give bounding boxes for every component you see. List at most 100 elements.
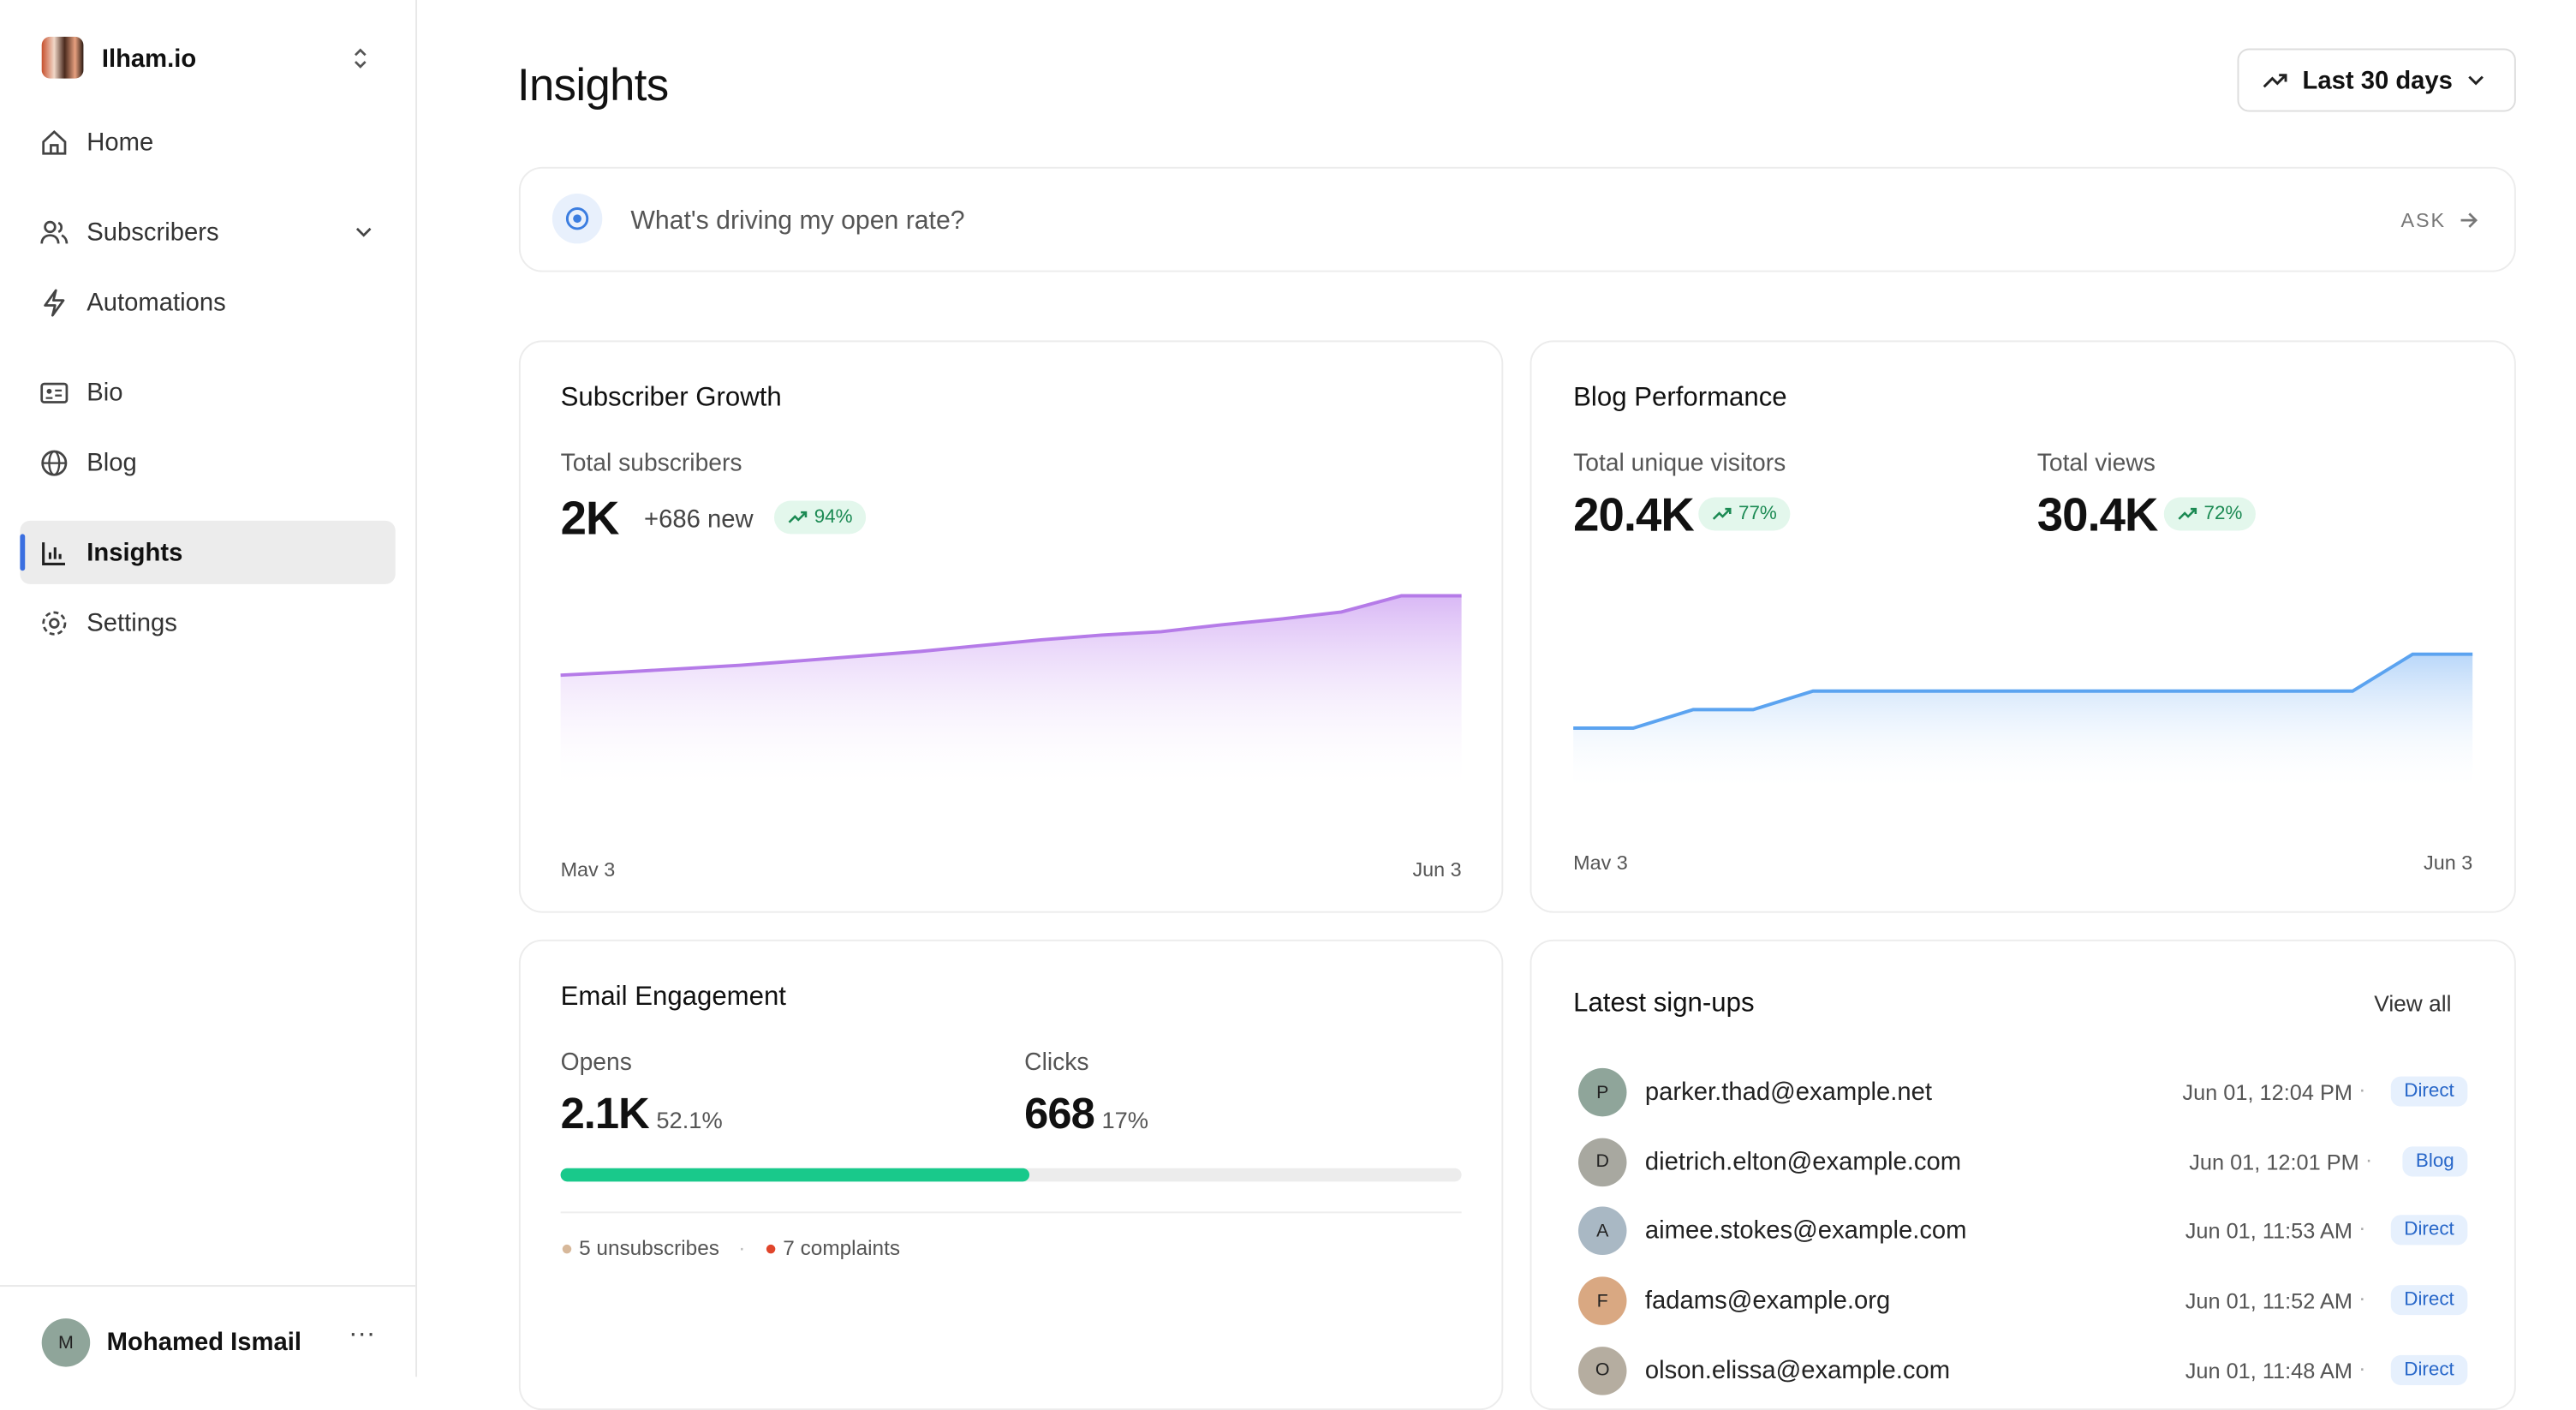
nav-item[interactable]: Bio <box>20 361 395 424</box>
separator: · <box>2358 1354 2366 1380</box>
arrow <box>2460 212 2478 228</box>
sidebar: Ilham.io Home Subscribers Automations Bi… <box>0 0 418 1377</box>
metric-value: 668 <box>1024 1088 1095 1138</box>
source-tag: Direct <box>2390 1285 2468 1316</box>
workspace-switch[interactable] <box>349 45 372 72</box>
card-title: Subscriber Growth <box>560 384 782 413</box>
footnote: 5 unsubscribes <box>579 1236 719 1260</box>
x-tick-label: Mav 3 <box>1573 851 1628 874</box>
page: Ilham.io Home Subscribers Automations Bi… <box>0 0 2516 1410</box>
metric: 2.1K 52.1% <box>561 1088 723 1139</box>
icon <box>42 541 65 565</box>
ask-icon <box>552 193 603 244</box>
metric-label: Total unique visitors <box>1573 451 1786 478</box>
nav-label: Subscribers <box>86 218 219 247</box>
nav-label: Home <box>86 128 154 157</box>
nav-label: Automations <box>86 288 226 317</box>
x-tick-label: Jun 3 <box>2424 851 2472 874</box>
nav-label: Settings <box>86 608 177 637</box>
metric: 668 17% <box>1024 1088 1148 1139</box>
date-range-button[interactable]: Last 30 days <box>2237 48 2516 112</box>
nav-label: Insights <box>86 538 183 567</box>
separator: · <box>2358 1076 2366 1102</box>
icon <box>42 129 67 154</box>
metric-value: 2.1K <box>560 1088 650 1138</box>
x-tick-label: Jun 3 <box>1412 858 1461 881</box>
signup-date: Jun 01, 11:53 AM <box>2185 1218 2352 1245</box>
date-range-label: Last 30 days <box>2302 66 2453 96</box>
email[interactable]: fadams@example.org <box>1644 1287 1891 1316</box>
source-tag: Blog <box>2402 1145 2468 1176</box>
nav-item[interactable]: Home <box>20 111 395 174</box>
user-name[interactable]: Mohamed Ismail <box>106 1328 302 1357</box>
footnote: 7 complaints <box>783 1236 901 1260</box>
progress-track <box>560 1168 1462 1182</box>
metric-rate: 17% <box>1101 1106 1149 1133</box>
source-tag: Direct <box>2390 1216 2468 1246</box>
avatar: F <box>1577 1276 1627 1326</box>
change-value: 77% <box>1738 504 1777 524</box>
change-value: 94% <box>814 507 853 528</box>
icon <box>2263 74 2287 88</box>
user-menu[interactable]: ··· <box>349 1320 376 1349</box>
metric-value: 2K <box>560 492 620 545</box>
icon <box>40 219 69 243</box>
nav-label: Blog <box>86 448 137 477</box>
avatar: D <box>1577 1138 1627 1186</box>
card-title: Blog Performance <box>1573 384 1787 413</box>
change-value: 72% <box>2203 504 2243 524</box>
signup-date: Jun 01, 12:01 PM <box>2189 1149 2359 1174</box>
email[interactable]: aimee.stokes@example.com <box>1644 1216 1967 1246</box>
avatar: P <box>1577 1067 1627 1117</box>
area-fill <box>1573 654 2473 793</box>
ask-box[interactable]: What's driving my open rate? ASK <box>518 166 2516 272</box>
metric-label: Clicks <box>1024 1049 1089 1077</box>
chevron <box>2468 75 2484 86</box>
signup-date: Jun 01, 11:52 AM <box>2185 1288 2352 1314</box>
progress-fill <box>560 1168 1030 1182</box>
separator: · <box>2358 1285 2366 1311</box>
source-tag: Direct <box>2390 1076 2468 1107</box>
page-title: Insights <box>516 60 669 111</box>
metric-label: Opens <box>560 1049 632 1077</box>
email[interactable]: dietrich.elton@example.com <box>1644 1147 1962 1176</box>
icon <box>42 610 67 635</box>
workspace-name[interactable]: Ilham.io <box>101 45 197 74</box>
metric-rate: 52.1% <box>656 1106 723 1133</box>
icon <box>40 381 69 403</box>
nav-item[interactable]: Subscribers <box>20 200 395 264</box>
card-title: Latest sign-ups <box>1573 989 1755 1019</box>
metric-value: 20.4K <box>1573 488 1695 541</box>
icon <box>44 288 65 316</box>
change-pill: 77% <box>1698 497 1791 531</box>
divider <box>560 1211 1462 1214</box>
nav-label: Bio <box>86 378 123 407</box>
area-fill <box>560 595 1462 793</box>
user-avatar: M <box>41 1318 91 1367</box>
metric-new: +686 new <box>644 505 754 535</box>
nav-item[interactable]: Blog <box>20 431 395 494</box>
metric-label: Total views <box>2036 451 2156 478</box>
nav-item[interactable]: Settings <box>20 591 395 654</box>
ask-button[interactable]: ASK <box>2400 208 2447 232</box>
view-all-link[interactable]: View all <box>2374 991 2452 1017</box>
change-pill: 94% <box>773 500 867 535</box>
metric-value: 30.4K <box>2036 488 2159 541</box>
email[interactable]: parker.thad@example.net <box>1644 1078 1933 1107</box>
icon <box>41 449 68 475</box>
charts: Mav 3 Jun 3 Mav 3 Jun 3 <box>560 594 2473 881</box>
workspace-logo <box>41 36 84 79</box>
nav-item-active[interactable]: Insights <box>20 520 396 584</box>
metric-label: Total subscribers <box>560 451 742 478</box>
email-engagement-card: Email Engagement Opens 2.1K 52.1% Clicks… <box>518 939 1504 1410</box>
chevron <box>355 227 372 237</box>
card-title: Email Engagement <box>560 983 786 1012</box>
nav-item[interactable]: Automations <box>20 271 395 334</box>
avatar: A <box>1577 1207 1627 1256</box>
signup-date: Jun 01, 12:04 PM <box>2182 1079 2352 1105</box>
separator: · <box>2364 1145 2373 1172</box>
change-pill: 72% <box>2163 497 2257 531</box>
ask-placeholder: What's driving my open rate? <box>630 206 965 236</box>
app: Ilham.io Home Subscribers Automations Bi… <box>0 0 2516 1410</box>
x-tick-label: Mav 3 <box>561 858 616 881</box>
